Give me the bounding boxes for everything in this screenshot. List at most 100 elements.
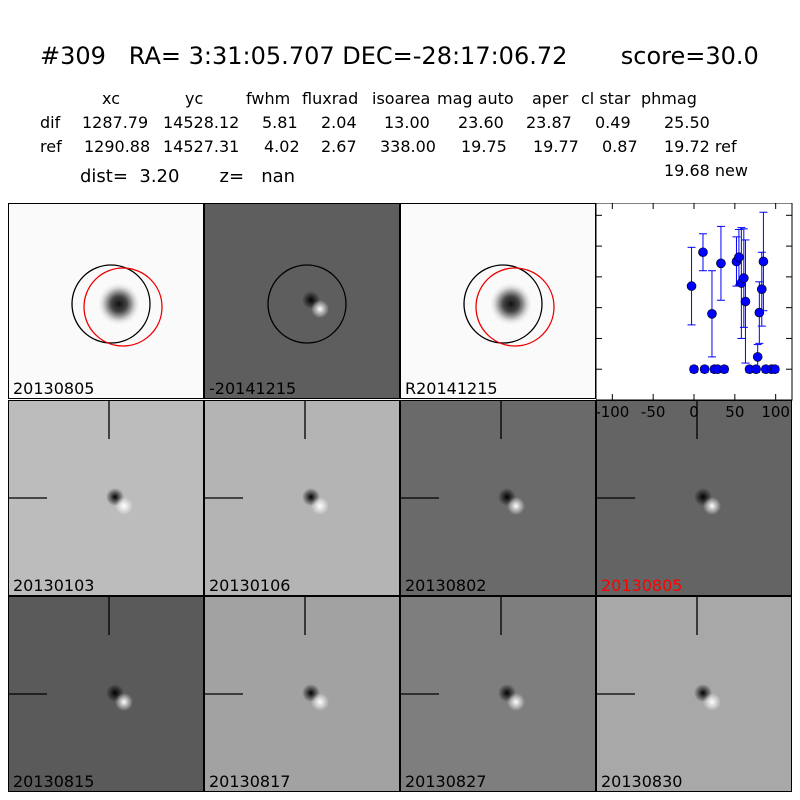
stamp-panel: 20130802 bbox=[400, 400, 596, 596]
positive-residual bbox=[703, 693, 721, 711]
col-header-phmag: phmag bbox=[641, 89, 697, 108]
stamp-image bbox=[205, 597, 329, 711]
data-point bbox=[756, 284, 767, 294]
detection-circle bbox=[475, 267, 555, 347]
positive-residual bbox=[311, 300, 329, 318]
ref-fluxrad: 2.67 bbox=[321, 137, 357, 156]
detection-circle bbox=[83, 267, 163, 347]
x-tick-label: -100 bbox=[596, 403, 629, 421]
stamp-panel: -20141215 bbox=[204, 203, 400, 399]
stamp-date-label: 20130830 bbox=[601, 772, 683, 791]
ref-aper: 19.77 bbox=[533, 137, 579, 156]
row-label-ref: ref bbox=[40, 137, 62, 156]
stamp-image bbox=[597, 597, 721, 711]
dif-fwhm: 5.81 bbox=[262, 113, 298, 132]
data-point bbox=[734, 252, 744, 262]
source-blob bbox=[489, 282, 533, 326]
positive-residual bbox=[115, 693, 133, 711]
col-header-xc: xc bbox=[102, 89, 120, 108]
col-header-isoarea: isoarea bbox=[372, 89, 431, 108]
stamp-panel: R20141215 bbox=[400, 203, 596, 399]
positive-residual bbox=[507, 497, 525, 515]
col-header-cl-star: cl star bbox=[581, 89, 631, 108]
dif-phmag: 25.50 bbox=[664, 113, 710, 132]
ref-xc: 1290.88 bbox=[84, 137, 151, 156]
ref-yc: 14527.31 bbox=[163, 137, 240, 156]
x-tick-label: 0 bbox=[689, 403, 699, 421]
col-header-mag-auto: mag auto bbox=[437, 89, 514, 108]
stamp-panel: 20130827 bbox=[400, 596, 596, 792]
dif-cl-star: 0.49 bbox=[595, 113, 631, 132]
data-point bbox=[770, 364, 780, 375]
dist-line: dist= 3.20 z= nan bbox=[80, 166, 296, 187]
reference-circle bbox=[267, 264, 347, 344]
data-point bbox=[689, 364, 699, 375]
lightcurve-panel: 23.023.524.024.525.025.526.0-100-5005010… bbox=[596, 203, 793, 421]
col-header-fwhm: fwhm bbox=[246, 89, 291, 108]
row-label-dif: dif bbox=[40, 113, 61, 132]
stamp-panel: 20130830 bbox=[596, 596, 792, 792]
positive-residual bbox=[507, 693, 525, 711]
stamp-image bbox=[71, 264, 163, 347]
stamp-image bbox=[463, 264, 555, 347]
stamp-panel: 20130815 bbox=[8, 596, 204, 792]
col-header-aper: aper bbox=[532, 89, 569, 108]
data-point bbox=[739, 273, 749, 283]
stamp-panel: 20130817 bbox=[204, 596, 400, 792]
stamp-date-label: -20141215 bbox=[209, 379, 297, 398]
dif-fluxrad: 2.04 bbox=[321, 113, 357, 132]
positive-residual bbox=[703, 497, 721, 515]
positive-residual bbox=[311, 497, 329, 515]
x-tick-label: 50 bbox=[725, 403, 744, 421]
reference-circle bbox=[463, 264, 543, 344]
positive-residual bbox=[115, 497, 133, 515]
stamp-date-label: 20130802 bbox=[405, 576, 487, 595]
col-header-fluxrad: fluxrad bbox=[302, 89, 359, 108]
col-header-yc: yc bbox=[185, 89, 204, 108]
data-point bbox=[740, 296, 751, 307]
source-blob bbox=[97, 282, 141, 326]
reference-circle bbox=[71, 264, 151, 344]
dif-isoarea: 13.00 bbox=[384, 113, 430, 132]
stamp-image bbox=[205, 401, 329, 515]
x-tick-label: -50 bbox=[641, 403, 666, 421]
ref-fwhm: 4.02 bbox=[264, 137, 300, 156]
stamp-image bbox=[597, 401, 721, 515]
stamp-date-label: R20141215 bbox=[405, 379, 498, 398]
dif-aper: 23.87 bbox=[526, 113, 572, 132]
dif-mag-auto: 23.60 bbox=[458, 113, 504, 132]
data-point bbox=[752, 352, 763, 362]
stamp-date-label: 20130805 bbox=[601, 576, 683, 595]
ref-isoarea: 338.00 bbox=[380, 137, 436, 156]
lightcurve-plot: 23.023.524.024.525.025.526.0-100-5005010… bbox=[596, 203, 793, 421]
x-tick-label: 100 bbox=[761, 403, 790, 421]
dif-xc: 1287.79 bbox=[82, 113, 149, 132]
data-point bbox=[719, 364, 730, 375]
stamp-image bbox=[267, 264, 347, 344]
ref-cl-star: 0.87 bbox=[602, 137, 638, 156]
stamp-date-label: 20130103 bbox=[13, 576, 95, 595]
new-phmag: 19.68 new bbox=[664, 161, 748, 180]
positive-residual bbox=[311, 693, 329, 711]
data-point bbox=[698, 247, 708, 258]
dif-yc: 14528.12 bbox=[163, 113, 240, 132]
data-point bbox=[686, 281, 697, 291]
stamp-image bbox=[401, 597, 525, 711]
stamp-panel: 20130103 bbox=[8, 400, 204, 596]
stamp-date-label: 20130817 bbox=[209, 772, 291, 791]
stamp-date-label: 20130106 bbox=[209, 576, 291, 595]
data-point bbox=[716, 258, 726, 269]
data-point bbox=[699, 364, 710, 375]
stamp-image bbox=[401, 401, 525, 515]
data-point bbox=[758, 256, 769, 267]
data-point bbox=[707, 309, 717, 319]
stamp-panel: 20130106 bbox=[204, 400, 400, 596]
stamp-date-label: 20130805 bbox=[13, 379, 95, 398]
stamp-image bbox=[9, 401, 133, 515]
ref-phmag: 19.72 ref bbox=[664, 137, 737, 156]
ref-mag-auto: 19.75 bbox=[461, 137, 507, 156]
stamp-date-label: 20130827 bbox=[405, 772, 487, 791]
stamp-date-label: 20130815 bbox=[13, 772, 95, 791]
stamp-panel: 20130805 bbox=[596, 400, 792, 596]
stamp-image bbox=[9, 597, 133, 711]
